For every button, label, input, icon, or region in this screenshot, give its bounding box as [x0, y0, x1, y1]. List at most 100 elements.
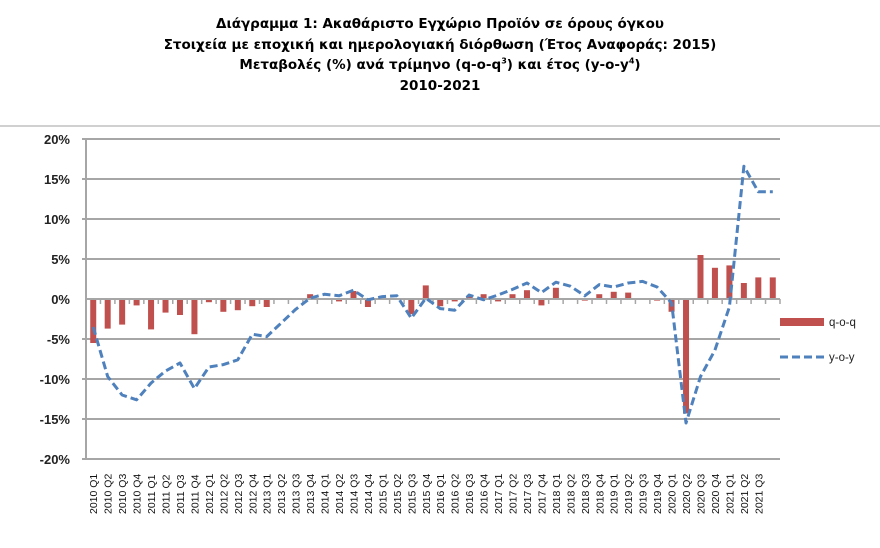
x-tick-label: 2019 Q1: [609, 474, 621, 514]
q-o-q-bar: [596, 294, 603, 299]
x-tick-label: 2012 Q2: [218, 474, 230, 514]
x-tick-label: 2020 Q3: [695, 474, 707, 514]
x-tick-label: 2016 Q4: [479, 474, 491, 514]
x-tick-label: 2018 Q3: [580, 474, 592, 514]
legend-bar-swatch: [780, 318, 824, 326]
x-tick-label: 2011 Q2: [161, 474, 173, 514]
x-tick-label: 2015 Q2: [392, 474, 404, 514]
y-axis-labels: 20% 15% 10% 5% 0% -5% -10% -15% -20%: [40, 132, 71, 467]
legend-label-q-o-q: q-o-q: [829, 317, 856, 329]
chart-title: Διάγραμμα 1: Ακαθάριστο Εγχώριο Προϊόν σ…: [0, 14, 880, 96]
q-o-q-bar: [538, 299, 545, 306]
x-axis: [85, 298, 781, 304]
y-tick-label: -5%: [47, 332, 71, 347]
q-o-q-bar: [220, 299, 227, 312]
x-tick-label: 2012 Q4: [247, 474, 259, 514]
x-tick-label: 2010 Q2: [103, 474, 115, 514]
q-o-q-bar: [495, 299, 502, 302]
y-o-y-polyline: [91, 164, 773, 425]
q-o-q-bar: [509, 294, 516, 299]
title-line-1: Διάγραμμα 1: Ακαθάριστο Εγχώριο Προϊόν σ…: [216, 16, 664, 32]
x-tick-label: 2013 Q1: [262, 474, 274, 514]
q-o-q-bar: [466, 295, 473, 299]
x-tick-label: 2021 Q2: [739, 474, 751, 514]
x-tick-label: 2011 Q1: [146, 474, 158, 514]
q-o-q-bar: [249, 299, 256, 307]
x-tick-label: 2014 Q1: [320, 474, 332, 514]
x-tick-label: 2016 Q1: [435, 474, 447, 514]
q-o-q-bar: [408, 299, 415, 315]
x-tick-label: 2021 Q3: [753, 474, 765, 514]
q-o-q-bar: [552, 287, 559, 299]
q-o-q-bar: [480, 294, 487, 299]
q-o-q-bar: [755, 277, 762, 299]
q-o-q-bar: [336, 299, 343, 302]
x-tick-label: 2013 Q3: [291, 474, 303, 514]
x-tick-label: 2017 Q3: [522, 474, 534, 514]
q-o-q-bar: [364, 299, 371, 307]
x-tick-label: 2016 Q3: [464, 474, 476, 514]
title-line-4: 2010-2021: [399, 77, 481, 94]
y-tick-label: -15%: [40, 412, 71, 427]
x-tick-label: 2016 Q2: [450, 474, 462, 514]
x-axis-labels: 2010 Q1 2010 Q2 2010 Q3 2010 Q4 2011 Q1 2011 …: [88, 474, 765, 514]
x-tick-label: 2018 Q4: [594, 474, 606, 514]
title-line-3: Μεταβολές (%) ανά τρίμηνο (q-o-q3) και έ…: [239, 56, 641, 73]
x-tick-label: 2019 Q3: [638, 474, 650, 514]
q-o-q-bar: [307, 294, 314, 299]
x-tick-label: 2019 Q4: [652, 474, 664, 514]
x-tick-label: 2010 Q1: [88, 474, 100, 514]
x-tick-label: 2017 Q1: [493, 474, 505, 514]
y-tick-label: -10%: [40, 372, 71, 387]
y-tick-label: 5%: [51, 252, 70, 267]
x-tick-label: 2020 Q4: [710, 474, 722, 514]
q-o-q-bar: [104, 299, 111, 329]
x-tick-label: 2015 Q1: [377, 474, 389, 514]
q-o-q-bar: [191, 299, 198, 335]
x-tick-label: 2017 Q2: [508, 474, 520, 514]
y-tick-label: -20%: [40, 452, 71, 467]
gridlines: [82, 138, 780, 460]
q-o-q-bar: [451, 299, 458, 302]
legend-label-y-o-y: y-o-y: [829, 352, 855, 364]
q-o-q-bar: [740, 283, 747, 299]
q-o-q-bar: [176, 299, 183, 315]
x-tick-label: 2021 Q1: [724, 474, 736, 514]
q-o-q-bar: [133, 299, 140, 306]
x-tick-label: 2019 Q2: [623, 474, 635, 514]
legend: q-o-q y-o-y: [780, 317, 856, 364]
x-tick-label: 2017 Q4: [536, 474, 548, 514]
x-tick-label: 2014 Q2: [334, 474, 346, 514]
q-o-q-bar: [422, 285, 429, 299]
q-o-q-bar: [148, 299, 155, 330]
x-tick-label: 2018 Q2: [565, 474, 577, 514]
y-tick-label: 10%: [44, 212, 70, 227]
q-o-q-bar: [205, 299, 212, 303]
q-o-q-bar: [437, 299, 444, 307]
q-o-q-bar: [162, 299, 169, 313]
x-tick-label: 2010 Q3: [117, 474, 129, 514]
q-o-q-bar: [523, 290, 530, 299]
q-o-q-bar: [769, 277, 776, 299]
x-tick-label: 2013 Q4: [305, 474, 317, 514]
y-o-y-line: [91, 164, 773, 425]
x-tick-label: 2011 Q3: [175, 474, 187, 514]
q-o-q-bar: [90, 299, 97, 343]
title-line-2: Στοιχεία με εποχική και ημερολογιακή διό…: [163, 36, 717, 53]
x-tick-label: 2020 Q1: [667, 474, 679, 514]
y-tick-label: 20%: [44, 132, 70, 147]
x-tick-label: 2015 Q3: [406, 474, 418, 514]
x-tick-label: 2014 Q4: [363, 474, 375, 514]
x-tick-label: 2014 Q3: [348, 474, 360, 514]
q-o-q-bars: [90, 255, 776, 414]
x-tick-label: 2010 Q4: [132, 474, 144, 514]
q-o-q-bar: [119, 299, 126, 325]
x-tick-label: 2012 Q3: [233, 474, 245, 514]
x-tick-label: 2020 Q2: [681, 474, 693, 514]
q-o-q-bar: [625, 292, 632, 299]
q-o-q-bar: [350, 291, 357, 299]
q-o-q-bar: [263, 299, 270, 307]
q-o-q-bar: [697, 255, 704, 299]
x-tick-label: 2018 Q1: [551, 474, 563, 514]
